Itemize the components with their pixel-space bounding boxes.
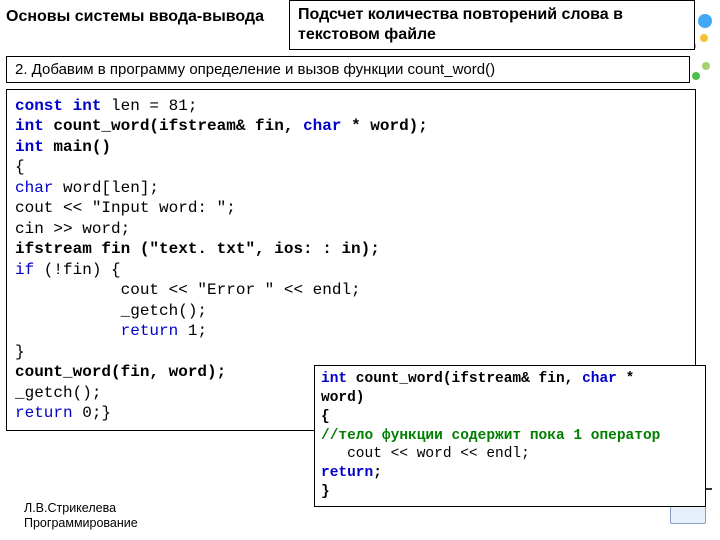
kw-char2: char [15, 179, 53, 197]
kw-int3: int [15, 138, 44, 156]
header-row: Основы системы ввода-вывода Подсчет коли… [0, 0, 720, 50]
t11: cout << "Error " << endl; [15, 280, 687, 300]
t10: (!fin) { [34, 261, 120, 279]
fn2-decl: count_word(ifstream& fin, [347, 371, 582, 387]
t2-6: ; [373, 465, 382, 481]
kw-char1: char [303, 117, 341, 135]
fn-decl2: * word); [341, 117, 427, 135]
kw-int2: int [15, 117, 44, 135]
t13: 1; [178, 322, 207, 340]
comment: //тело функции содержит пока 1 оператор [321, 427, 699, 446]
t18: 0;} [73, 404, 111, 422]
kw2-return: return [321, 465, 373, 481]
subtitle-func: count_word() [408, 61, 496, 78]
t7: cin >> word; [15, 219, 687, 239]
fn2-star: * [617, 371, 634, 387]
kw-if: if [15, 261, 34, 279]
code-func: int count_word(ifstream& fin, char * wor… [314, 365, 706, 507]
kw-return1: return [121, 322, 179, 340]
kw2-int: int [321, 371, 347, 387]
footer-l1: Л.В.Стрикелева [24, 501, 138, 517]
brace2-open: { [321, 408, 699, 427]
t5: word[len]; [53, 179, 159, 197]
right-title: Подсчет количества повторений слова в те… [289, 0, 695, 50]
fn-decl: count_word(ifstream& fin, [44, 117, 303, 135]
kw-int1: int [63, 97, 101, 115]
t12: _getch(); [15, 301, 687, 321]
t9: ifstream fin ("text. txt", ios: : in); [15, 239, 687, 259]
kw-return2: return [15, 404, 73, 422]
t6: cout << "Input word: "; [15, 198, 687, 218]
footer: Л.В.Стрикелева Программирование [24, 501, 138, 532]
subtitle: 2. Добавим в программу определение и выз… [6, 56, 690, 83]
kw-const: const [15, 97, 63, 115]
left-title: Основы системы ввода-вывода [0, 0, 289, 50]
footer-l2: Программирование [24, 516, 138, 532]
brace2-close: } [321, 483, 699, 502]
fn-main: main() [44, 138, 111, 156]
subtitle-prefix: 2. Добавим в программу определение и выз… [15, 61, 408, 78]
sp13 [15, 322, 121, 340]
t1: len = 81; [101, 97, 197, 115]
t2-5: cout << word << endl; [321, 445, 699, 464]
kw2-char: char [582, 371, 617, 387]
brace-open: { [15, 157, 687, 177]
brace-close: } [15, 342, 687, 362]
fn2-word: word) [321, 389, 699, 408]
